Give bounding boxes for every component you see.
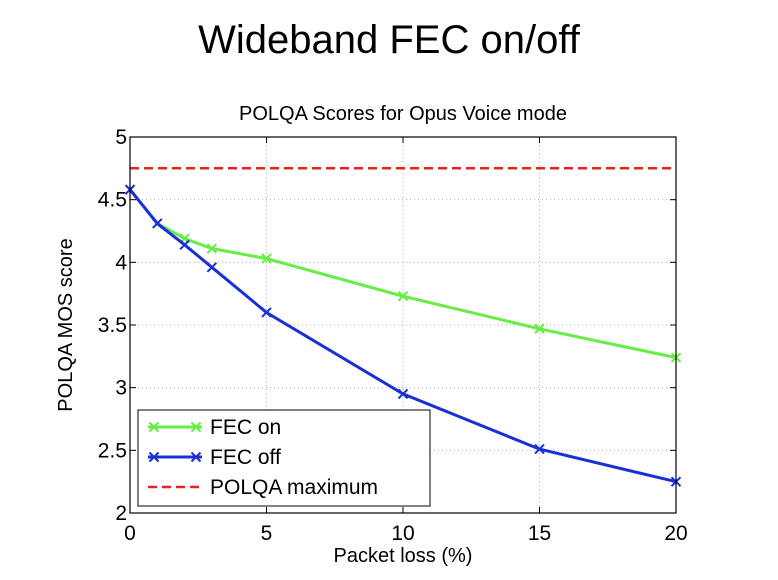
marker-stroke — [179, 239, 190, 250]
marker-stroke — [534, 443, 545, 455]
x-tick-label: 10 — [391, 522, 414, 545]
series-1-point — [397, 388, 409, 400]
marker-stroke — [534, 323, 545, 334]
legend-marker — [190, 421, 202, 433]
series-0-point — [261, 253, 272, 264]
marker-stroke — [148, 451, 160, 463]
y-tick-label: 3.5 — [98, 314, 127, 337]
y-tick-label: 4 — [115, 251, 127, 274]
legend-marker — [148, 421, 160, 433]
marker-stroke — [190, 451, 202, 463]
legend-label: FEC off — [210, 446, 281, 469]
tick-layer: 0 5 10 15 20 2 2.5 3 3.5 4 4.5 5 — [98, 126, 688, 545]
x-tick-label: 0 — [124, 522, 136, 545]
series-0-point — [534, 323, 545, 334]
x-axis-label: Packet loss (%) — [334, 545, 473, 567]
series-1-point — [534, 443, 545, 455]
series-1-point — [179, 239, 190, 250]
series-1-point — [206, 262, 218, 273]
slide-title: Wideband FEC on/off — [198, 18, 580, 62]
x-tick-label: 20 — [664, 522, 687, 545]
legend-marker — [190, 451, 202, 463]
x-tick-label: 15 — [528, 522, 551, 545]
marker-stroke — [261, 253, 272, 264]
series-1-point — [152, 218, 163, 229]
marker-stroke — [152, 218, 163, 229]
legend-label: FEC on — [210, 416, 281, 439]
series-layer — [124, 167, 682, 487]
marker-stroke — [397, 290, 409, 302]
legend-label: POLQA maximum — [210, 476, 378, 499]
y-tick-label: 2.5 — [98, 439, 127, 462]
y-tick-label: 5 — [115, 126, 127, 149]
legend: FEC on FEC off POLQA maximum — [137, 409, 431, 507]
marker-stroke — [397, 388, 409, 400]
legend-marker — [148, 451, 160, 463]
series-0-point — [206, 243, 218, 254]
chart-title: POLQA Scores for Opus Voice mode — [239, 103, 567, 125]
marker-stroke — [206, 262, 218, 273]
series-1-point — [261, 307, 272, 318]
marker-stroke — [206, 243, 218, 254]
marker-stroke — [190, 421, 202, 433]
y-axis-label: POLQA MOS score — [55, 238, 77, 411]
marker-stroke — [261, 307, 272, 318]
y-tick-label: 4.5 — [98, 189, 127, 212]
y-tick-label: 3 — [115, 377, 127, 400]
series-0-point — [397, 290, 409, 302]
marker-stroke — [148, 421, 160, 433]
x-tick-label: 5 — [261, 522, 273, 545]
y-tick-label: 2 — [115, 502, 127, 525]
